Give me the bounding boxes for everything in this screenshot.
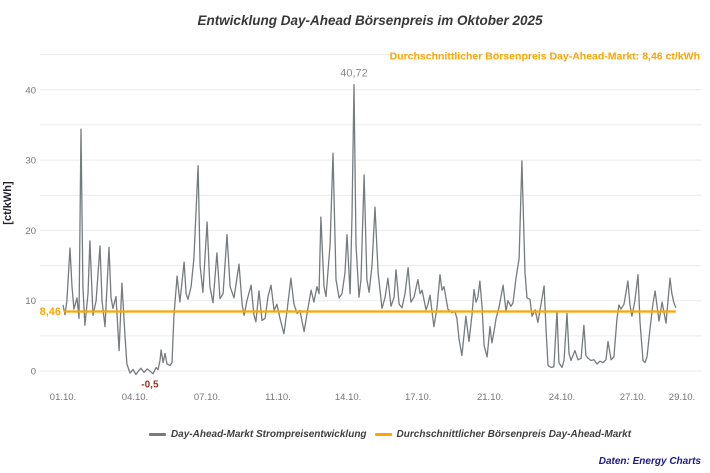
price-line-swatch-icon [148,433,166,436]
min-value-annotation: -0,5 [141,380,159,391]
x-tick-label: 14.10. [335,392,361,403]
x-tick-label: 24.10. [549,392,575,403]
x-tick-label: 17.10. [405,392,431,403]
y-tick-label: 0 [31,367,36,378]
y-tick-label: 40 [25,85,36,96]
chart-title: Entwicklung Day-Ahead Börsenpreis im Okt… [197,13,543,28]
legend: Day-Ahead-Markt Strompreisentwicklung Du… [70,429,710,440]
data-source: Daten: Energy Charts [599,456,702,467]
y-tick-label: 30 [25,156,36,167]
average-value-label: 8,46 [40,306,61,318]
x-tick-label: 29.10. [669,392,695,403]
x-tick-label: 21.10. [477,392,503,403]
y-tick-label: 10 [25,296,36,307]
legend-label-price: Day-Ahead-Markt Strompreisentwicklung [170,429,367,440]
legend-item-price: Day-Ahead-Markt Strompreisentwicklung [148,429,367,440]
x-tick-label: 11.10. [265,392,291,403]
price-line [62,84,677,376]
legend-label-average: Durchschnittlicher Börsenpreis Day-Ahead… [396,429,632,440]
series-layer [62,84,677,376]
y-tick-label: 20 [25,226,36,237]
x-tick-label: 27.10. [620,392,646,403]
x-tick-label: 04.10. [122,392,148,403]
ticks-layer: 0 10 20 30 40 01.10. 04.10. 07.10. 11.10. 14.10. 1… [25,85,695,403]
average-price-callout: Durchschnittlicher Börsenpreis Day-Ahead… [390,51,700,63]
y-axis-label: [ct/kWh] [2,181,14,225]
max-value-annotation: 40,72 [340,68,368,80]
legend-item-average: Durchschnittlicher Börsenpreis Day-Ahead… [374,429,632,440]
grid-layer [40,54,702,372]
x-tick-label: 07.10. [194,392,220,403]
x-tick-label: 01.10. [50,392,76,403]
average-line-swatch-icon [374,433,392,436]
